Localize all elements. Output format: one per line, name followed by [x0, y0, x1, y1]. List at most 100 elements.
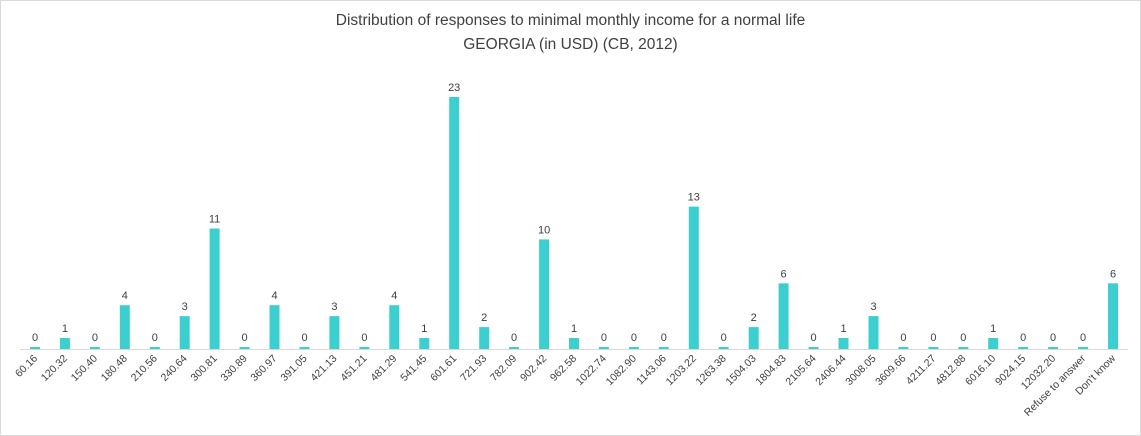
bar [299, 347, 310, 349]
x-tick-label: 601.61 [428, 353, 459, 384]
bar [569, 338, 579, 349]
data-label: 1 [571, 323, 577, 335]
x-tick-label: 1143.06 [634, 353, 669, 388]
x-tick-label: 210.56 [129, 353, 160, 384]
x-tick-label: 3008.05 [843, 353, 878, 388]
bar [89, 347, 100, 349]
data-label: 6 [1110, 268, 1116, 280]
data-label: 2 [751, 312, 757, 324]
data-label: 3 [870, 301, 876, 313]
x-tick-label: 4812.88 [933, 353, 968, 388]
x-tick-label: 782.09 [488, 353, 519, 384]
data-label: 1 [990, 323, 996, 335]
x-tick-label: 421.13 [308, 353, 339, 384]
bar [838, 338, 849, 349]
x-tick-label: 902.42 [518, 353, 549, 384]
bar [958, 347, 969, 349]
bar [688, 206, 699, 349]
data-label: 0 [32, 332, 38, 344]
bar [928, 347, 939, 349]
bar [509, 347, 520, 349]
data-label: 1 [421, 323, 427, 335]
data-label: 2 [481, 312, 487, 324]
x-tick-label: 541.45 [398, 353, 429, 384]
bar [988, 338, 999, 349]
x-tick-label: 481.29 [368, 353, 399, 384]
data-label: 0 [361, 332, 367, 344]
chart-subtitle: GEORGIA (in USD) (CB, 2012) [463, 36, 678, 53]
bar [149, 347, 160, 349]
chart-title: Distribution of responses to minimal mon… [335, 12, 806, 29]
bar [209, 228, 220, 349]
data-label: 0 [152, 332, 158, 344]
data-label: 3 [182, 301, 188, 313]
data-label: 1 [840, 323, 846, 335]
x-tick-label: 330.89 [219, 353, 250, 384]
bars-group [30, 97, 1118, 349]
x-tick-label: 300.81 [189, 353, 220, 384]
data-label: 23 [448, 82, 460, 94]
data-label: 4 [271, 290, 277, 302]
bar [329, 316, 340, 349]
x-tick-label: 1203.22 [664, 353, 699, 388]
x-tick-label: 150.40 [69, 353, 100, 384]
bar [1018, 347, 1029, 349]
bar [179, 316, 190, 349]
bar [59, 338, 70, 349]
bar [748, 327, 759, 349]
data-label: 0 [301, 332, 307, 344]
data-label: 0 [1020, 332, 1026, 344]
x-tick-label: 1804.83 [753, 353, 788, 388]
bar [808, 347, 819, 349]
x-tick-label: 1504.03 [723, 353, 758, 388]
data-label: 3 [331, 301, 337, 313]
x-tick-label: 2105.64 [783, 353, 818, 388]
bar [539, 239, 550, 349]
data-label: 0 [631, 332, 637, 344]
bar [1048, 347, 1059, 349]
data-label: 4 [122, 290, 128, 302]
data-label: 10 [538, 224, 550, 236]
bar [359, 347, 370, 349]
x-tick-label: 1082.90 [604, 353, 639, 388]
x-tick-label: 721.93 [458, 353, 489, 384]
bar [778, 283, 789, 349]
data-label: 0 [811, 332, 817, 344]
x-tick-label: 60.16 [13, 353, 40, 380]
x-tick-label: 240.64 [159, 353, 190, 384]
bar [868, 316, 879, 349]
data-label: 6 [781, 268, 787, 280]
bar [1078, 347, 1089, 349]
bar [1108, 283, 1118, 349]
x-tick-label: 120.32 [39, 353, 70, 384]
data-label: 0 [960, 332, 966, 344]
bar [658, 347, 669, 349]
x-tick-label: 360.97 [248, 353, 279, 384]
data-label: 0 [242, 332, 248, 344]
bar [30, 347, 40, 349]
bar [479, 327, 490, 349]
x-tick-labels-group: 60.16120.32150.40180.48210.56240.64300.8… [13, 352, 1118, 419]
data-label: 4 [391, 290, 397, 302]
data-label: 0 [721, 332, 727, 344]
x-tick-label: 6016.10 [963, 353, 998, 388]
bar [628, 347, 639, 349]
data-label: 0 [511, 332, 517, 344]
data-label: 0 [661, 332, 667, 344]
bar [449, 97, 460, 349]
data-label: 1 [62, 323, 68, 335]
data-label: 11 [209, 214, 220, 226]
x-tick-label: 451.21 [338, 353, 369, 384]
bar [269, 305, 280, 349]
bar [718, 347, 729, 349]
bar [598, 347, 609, 349]
data-label: 0 [92, 332, 98, 344]
bar [898, 347, 909, 349]
x-tick-label: 4211.27 [904, 353, 939, 388]
data-label: 0 [601, 332, 607, 344]
x-tick-label: 180.48 [99, 353, 130, 384]
data-label: 0 [1050, 332, 1056, 344]
bar [239, 347, 250, 349]
